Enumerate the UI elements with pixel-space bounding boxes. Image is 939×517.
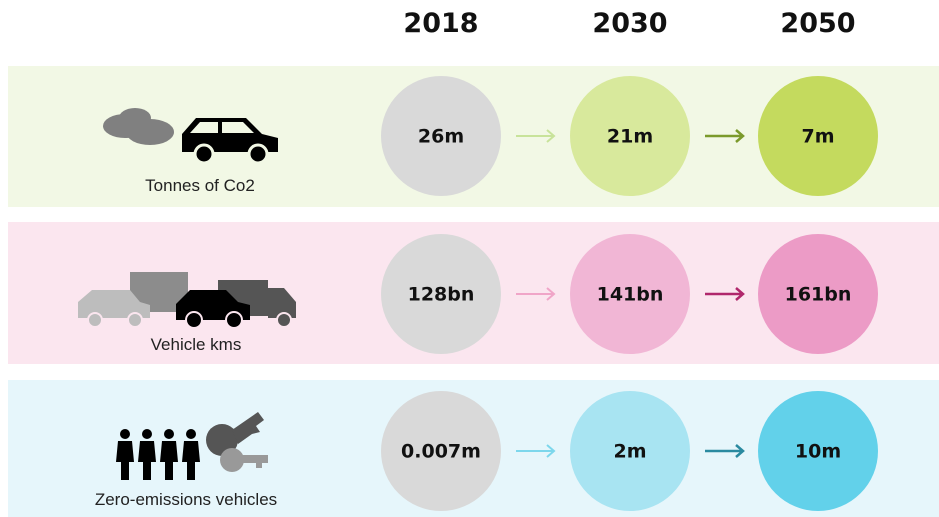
- row: Tonnes of Co2 26m 21m 7m: [8, 66, 939, 207]
- year-header: 2030: [592, 8, 667, 39]
- value-circle: [570, 391, 690, 511]
- value-circle: [758, 76, 878, 196]
- value-label: 141bn: [597, 284, 664, 306]
- row-label: Vehicle kms: [151, 335, 242, 354]
- arrow: [516, 444, 556, 458]
- year-header: 2018: [403, 8, 478, 39]
- value-label: 10m: [795, 441, 841, 463]
- people-keys-icon: [116, 412, 268, 480]
- value-circle: [758, 391, 878, 511]
- row: Vehicle kms 128bn 141bn 161bn: [8, 222, 939, 364]
- value-label: 21m: [607, 126, 653, 148]
- row-label: Zero-emissions vehicles: [95, 490, 277, 509]
- arrow: [516, 287, 556, 301]
- value-label: 7m: [801, 126, 834, 148]
- value-label: 0.007m: [401, 441, 481, 463]
- arrow: [705, 287, 745, 301]
- value-label: 161bn: [785, 284, 852, 306]
- value-circle: [570, 76, 690, 196]
- value-circle: [758, 234, 878, 354]
- value-circle: [570, 234, 690, 354]
- value-circle: [381, 76, 501, 196]
- row-label: Tonnes of Co2: [145, 176, 255, 195]
- value-circle: [381, 234, 501, 354]
- cloud-car-icon: [103, 108, 278, 165]
- row: Zero-emissions vehicles 0.007m 2m 10m: [8, 380, 939, 517]
- value-label: 26m: [418, 126, 464, 148]
- arrow: [516, 129, 556, 143]
- value-label: 2m: [613, 441, 646, 463]
- value-circle: [381, 391, 501, 511]
- arrow: [705, 444, 745, 458]
- value-label: 128bn: [408, 284, 475, 306]
- vehicles-icon: [78, 272, 296, 329]
- year-header: 2050: [780, 8, 855, 39]
- arrow: [705, 129, 745, 143]
